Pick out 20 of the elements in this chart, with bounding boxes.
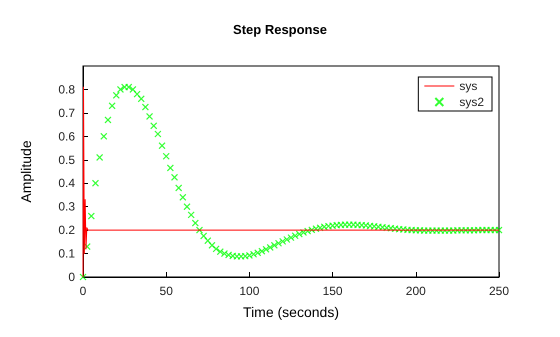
y-tick-label: 0.1 <box>58 246 76 261</box>
y-tick-label: 0.4 <box>58 176 76 190</box>
x-tick-label: 100 <box>239 284 260 298</box>
y-tick-label: 0.5 <box>58 152 76 167</box>
chart-title: Step Response <box>233 22 327 37</box>
y-axis-title: Amplitude <box>18 140 34 203</box>
y-tick-label: 0 <box>68 270 76 284</box>
y-tick-label: 0.6 <box>58 129 76 144</box>
x-tick-label: 0 <box>80 284 87 298</box>
legend-label: sys <box>459 79 478 93</box>
y-tick-label: 0.8 <box>58 82 76 96</box>
x-axis-title: Time (seconds) <box>243 304 339 320</box>
x-tick-label: 50 <box>160 284 174 298</box>
y-tick-label: 0.7 <box>58 106 76 120</box>
x-tick-label: 150 <box>322 284 343 298</box>
legend-label: sys2 <box>459 95 484 109</box>
y-tick-label: 0.3 <box>58 200 76 214</box>
y-tick-label: 0.2 <box>58 223 76 238</box>
x-tick-label: 250 <box>488 284 510 298</box>
x-tick-label: 200 <box>406 284 426 298</box>
